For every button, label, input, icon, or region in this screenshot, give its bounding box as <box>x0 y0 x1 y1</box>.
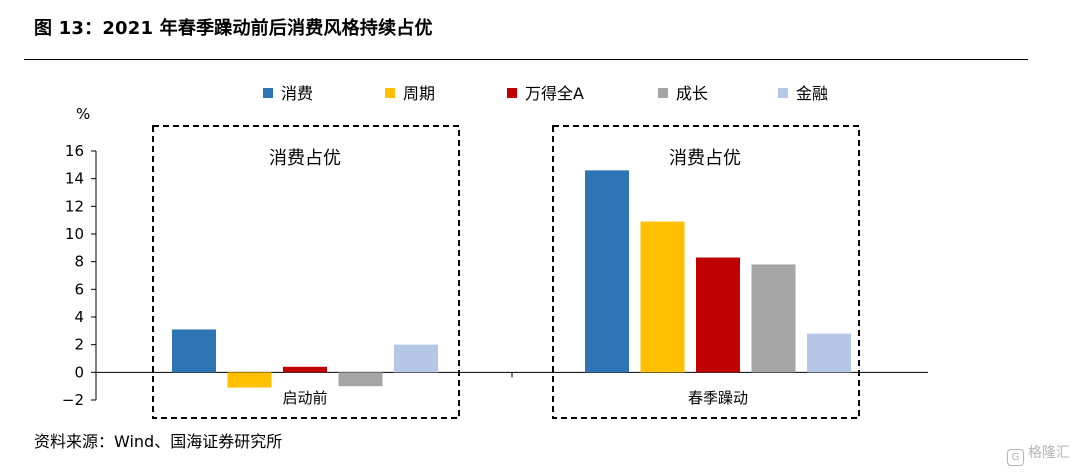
bar-1-2 <box>696 257 740 373</box>
bar-1-0 <box>585 170 629 373</box>
y-tick-label: 10 <box>65 225 84 243</box>
bar-0-4 <box>394 344 438 373</box>
y-tick-label: 0 <box>74 363 84 381</box>
watermark: G 格隆汇 <box>1007 442 1070 466</box>
legend-label: 成长 <box>676 84 708 103</box>
legend-swatch <box>263 88 273 98</box>
source-note: 资料来源：Wind、国海证券研究所 <box>34 432 283 451</box>
bar-0-2 <box>283 366 327 373</box>
title-divider <box>24 59 1028 60</box>
annotation-text: 消费占优 <box>669 148 741 169</box>
annotation-box <box>552 125 860 419</box>
y-tick-label: 16 <box>65 142 84 160</box>
legend-swatch <box>778 88 788 98</box>
bar-1-4 <box>807 333 851 373</box>
legend-label: 金融 <box>796 84 828 103</box>
y-tick-label: 4 <box>74 308 84 326</box>
y-tick-label: 2 <box>74 336 84 354</box>
legend-swatch <box>385 88 395 98</box>
legend-label: 周期 <box>403 84 435 103</box>
y-tick-label: 6 <box>74 280 84 298</box>
annotation-text: 消费占优 <box>269 148 341 169</box>
legend-swatch <box>658 88 668 98</box>
y-tick-label: 14 <box>65 170 84 188</box>
y-tick-label: 12 <box>65 197 84 215</box>
legend-swatch <box>507 88 517 98</box>
watermark-logo-icon: G <box>1007 449 1024 466</box>
legend-label: 消费 <box>281 84 313 103</box>
legend-label: 万得全A <box>525 84 584 103</box>
bar-0-3 <box>338 372 383 387</box>
x-category-label: 启动前 <box>282 389 327 407</box>
bar-0-0 <box>172 329 216 373</box>
bar-1-3 <box>751 264 796 373</box>
y-tick-label: 8 <box>74 253 84 271</box>
x-category-label: 春季躁动 <box>688 389 748 407</box>
annotation-box <box>152 125 460 419</box>
figure-title: 图 13：2021 年春季躁动前后消费风格持续占优 <box>34 18 433 39</box>
y-axis-unit-label: % <box>76 105 90 123</box>
bar-1-1 <box>640 221 685 373</box>
bar-0-1 <box>227 372 272 388</box>
watermark-text: 格隆汇 <box>1028 445 1070 461</box>
y-tick-label: −2 <box>62 391 84 409</box>
